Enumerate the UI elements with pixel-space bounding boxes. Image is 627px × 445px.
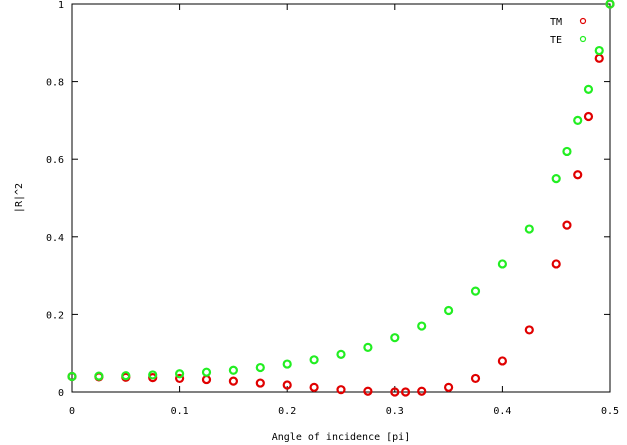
data-point-tm bbox=[551, 259, 561, 269]
data-point-te bbox=[201, 367, 212, 377]
x-tick-label: 0.4 bbox=[493, 406, 511, 417]
y-tick-label: 0 bbox=[58, 388, 64, 399]
data-point-te bbox=[309, 355, 319, 365]
data-point-te bbox=[390, 333, 400, 343]
data-point-tm bbox=[594, 53, 604, 63]
y-tick-label: 0.2 bbox=[46, 310, 64, 321]
data-point-tm bbox=[573, 170, 583, 180]
data-point-te bbox=[470, 286, 481, 296]
data-point-te bbox=[121, 371, 131, 381]
data-point-tm bbox=[309, 382, 319, 392]
legend-label: TM bbox=[550, 17, 562, 28]
data-point-tm bbox=[400, 387, 411, 397]
data-point-te bbox=[551, 174, 561, 184]
x-tick-label: 0 bbox=[69, 406, 75, 417]
series-layer bbox=[67, 0, 615, 397]
y-tick-label: 0.8 bbox=[46, 78, 64, 89]
y-tick-label: 0.4 bbox=[46, 233, 64, 244]
data-point-tm bbox=[444, 382, 454, 392]
ticks: 0 0.1 0.2 0.3 0.4 0.5 0 0.2 0.4 0.6 0.8 1 bbox=[46, 0, 619, 417]
plot-frame bbox=[71, 3, 611, 393]
data-point-te bbox=[336, 349, 346, 359]
series-tm bbox=[67, 0, 615, 397]
data-point-tm bbox=[562, 220, 572, 230]
x-tick-label: 0.5 bbox=[601, 406, 619, 417]
data-point-tm bbox=[583, 111, 594, 122]
data-point-te bbox=[94, 371, 104, 381]
y-axis-label: |R|^2 bbox=[14, 183, 25, 213]
data-point-tm bbox=[417, 386, 427, 396]
data-point-tm bbox=[282, 380, 292, 390]
data-point-tm bbox=[497, 356, 507, 366]
legend: TM TE bbox=[550, 17, 587, 46]
x-tick-label: 0.2 bbox=[278, 406, 296, 417]
data-point-tm bbox=[228, 376, 238, 386]
data-point-tm bbox=[390, 387, 400, 397]
data-point-tm bbox=[201, 374, 212, 385]
data-point-te bbox=[573, 115, 583, 126]
data-point-te bbox=[175, 369, 185, 379]
data-point-tm bbox=[175, 373, 185, 384]
data-point-te bbox=[67, 371, 77, 382]
data-point-te bbox=[148, 370, 158, 380]
x-axis-label: Angle of incidence [pi] bbox=[272, 432, 410, 443]
legend-label: TE bbox=[550, 35, 562, 46]
data-point-te bbox=[562, 146, 572, 157]
data-point-te bbox=[583, 84, 594, 94]
legend-marker bbox=[579, 17, 587, 25]
y-tick-label: 1 bbox=[58, 0, 64, 11]
data-point-te bbox=[228, 365, 238, 375]
data-point-te bbox=[605, 0, 615, 9]
x-tick-label: 0.3 bbox=[386, 406, 404, 417]
data-point-te bbox=[417, 321, 427, 331]
data-point-tm bbox=[470, 373, 481, 384]
data-point-tm bbox=[363, 386, 373, 396]
y-tick-label: 0.6 bbox=[46, 155, 64, 166]
series-te bbox=[67, 0, 615, 382]
data-point-tm bbox=[336, 385, 346, 395]
data-point-te bbox=[282, 359, 292, 369]
data-point-te bbox=[363, 342, 373, 352]
data-point-tm bbox=[524, 325, 534, 335]
data-point-te bbox=[594, 45, 604, 56]
x-tick-label: 0.1 bbox=[171, 406, 189, 417]
legend-marker bbox=[579, 35, 587, 43]
data-point-tm bbox=[255, 378, 265, 388]
data-point-te bbox=[444, 305, 454, 316]
data-point-te bbox=[497, 259, 507, 269]
data-point-te bbox=[255, 362, 265, 373]
data-point-te bbox=[524, 224, 534, 234]
